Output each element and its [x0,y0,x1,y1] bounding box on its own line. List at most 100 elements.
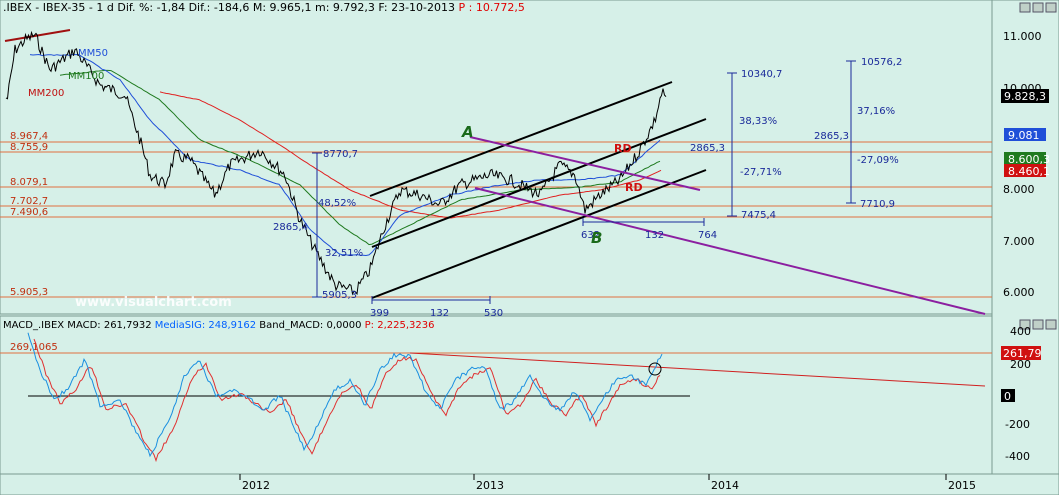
mm50-label: MM50 [78,48,108,59]
time-label: 2015 [948,479,976,492]
macd-maximize-button[interactable] [1032,319,1044,330]
ann-7710: 7710,9 [860,199,895,210]
mm200-badge [1004,164,1046,177]
level-label: 7.490,6 [10,207,48,218]
price-tick: 8.000 [1003,183,1035,196]
ann-t132b: 132 [645,230,664,241]
time-label: 2012 [242,479,270,492]
price-tick: 7.000 [1003,235,1035,248]
macd-tick: -200 [1005,418,1030,431]
ann-2771: -27,71% [740,167,782,178]
level-label: 7.702,7 [10,196,48,207]
last-price-badge [1001,89,1049,103]
ann-10576: 10576,2 [861,57,902,68]
price-axis-ticks: 11.000 10.000 8.000 7.000 6.000 [1003,30,1042,299]
ann-8770: 8770,7 [323,149,358,160]
macd-header-signal: MediaSIG: 248,9162 [155,320,260,331]
macd-zero-badge [1001,389,1015,402]
time-ruler-2 [582,218,705,226]
ann-10340: 10340,7 [741,69,782,80]
mm200-line [159,91,662,219]
time-label: 2013 [476,479,504,492]
purple-line-a [469,136,701,191]
maximize-button[interactable] [1032,2,1044,13]
window-buttons-main[interactable] [1019,2,1057,13]
minimize-button[interactable] [1019,2,1031,13]
price-line [5,30,667,296]
time-axis-labels: 2012 2013 2014 2015 [242,479,976,492]
macd-line [27,332,663,458]
ann-2865a: 2865,4 [273,222,308,233]
macd-value-badge [1001,346,1041,360]
macd-tick: -400 [1005,450,1030,463]
time-ruler-1 [371,296,491,304]
price-badges: 9.828,3 9.081 8.600,3 8.460,1 [1001,89,1050,178]
mm200-badge-value: 8.460,1 [1008,165,1050,178]
channel-upper [369,81,673,197]
macd-crossover-marker [648,362,662,376]
macd-zero-value: 0 [1004,390,1011,403]
main-header: .IBEX - IBEX-35 - 1 d Dif. %: -1,84 Dif.… [3,1,525,14]
ann-t764: 764 [698,230,717,241]
close-button[interactable] [1045,2,1057,13]
macd-value: 261,79 [1003,347,1042,360]
macd-header-band: Band_MACD: 0,0000 [259,320,364,331]
time-axis-ticks [239,474,947,480]
time-label: 2014 [711,479,739,492]
last-price-value: 9.828,3 [1004,90,1046,103]
channel-middle [371,118,707,248]
macd-header-macd: MACD_.IBEX MACD: 261,7932 [3,320,155,331]
ann-t399: 399 [370,308,389,319]
purple-line-b [474,187,986,315]
price-panel [0,0,993,315]
time-axis-panel [0,473,1059,495]
ruler-2 [727,72,737,217]
ann-4852: 48,52% [318,198,356,209]
point-b-label: B [591,229,602,247]
ann-3251: 32,51% [325,248,363,259]
ann-2865c: 2865,3 [814,131,849,142]
watermark: www.visualchart.com [75,295,232,310]
macd-tick: 200 [1010,358,1031,371]
header-info: .IBEX - IBEX-35 - 1 d Dif. %: -1,84 Dif.… [3,1,459,14]
window-buttons-macd[interactable] [1019,319,1057,330]
level-label: 5.905,3 [10,287,48,298]
ruler-3 [846,60,856,204]
mm200-label: MM200 [28,88,64,99]
header-p-value: P : 10.772,5 [459,1,525,14]
ann-t530: 530 [484,308,503,319]
mm100-badge-value: 8.600,3 [1008,153,1050,166]
level-label: 8.967,4 [10,131,48,142]
ann-3833: 38,33% [739,116,777,127]
channel-lower [371,169,707,299]
level-lines [0,141,992,298]
macd-panel [0,315,993,475]
ruler-1 [312,152,322,298]
descending-trendlines [469,136,986,315]
ann-7475: 7475,4 [741,210,776,221]
macd-header: MACD_.IBEX MACD: 261,7932 MediaSIG: 248,… [3,320,434,331]
mm100-label: MM100 [68,71,104,82]
macd-axis-ticks: 400 200 -200 -400 [1005,325,1031,463]
rd-label-2: RD [625,181,643,194]
price-tick: 6.000 [1003,286,1035,299]
ann-2865b: 2865,3 [690,143,725,154]
ann-2709: -27,09% [857,155,899,166]
ann-t632: 632 [581,230,600,241]
macd-trendline [409,352,986,387]
mm50-badge-value: 9.081 [1008,129,1040,142]
level-label: 8.079,1 [10,177,48,188]
mm50-badge [1004,128,1046,141]
level-label: 8.755,9 [10,142,48,153]
macd-close-button[interactable] [1045,319,1057,330]
point-a-label: A [461,123,474,141]
macd-level-label: 269,1065 [10,342,58,353]
price-tick: 11.000 [1003,30,1042,43]
ascending-channel [369,81,707,299]
ann-t132a: 132 [430,308,449,319]
level-labels: 8.967,4 8.755,9 8.079,1 7.702,7 7.490,6 … [10,131,48,298]
ann-3716: 37,16% [857,106,895,117]
annotation-texts: 8770,7 48,52% 2865,4 32,51% 5905,3 10340… [273,57,902,319]
macd-minimize-button[interactable] [1019,319,1031,330]
